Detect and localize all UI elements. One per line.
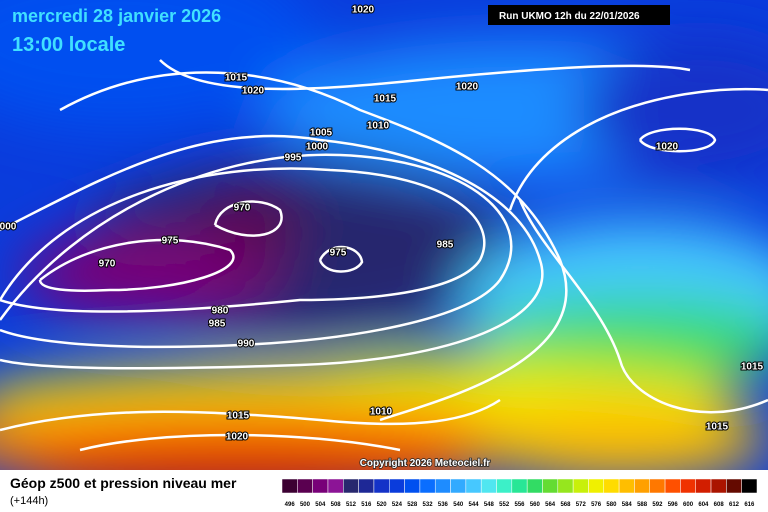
legend-label: 592	[652, 502, 663, 508]
legend-label: 520	[377, 502, 388, 508]
legend-label: 528	[407, 502, 418, 508]
legend-label: 512	[346, 502, 357, 508]
legend-label: 572	[576, 502, 587, 508]
isobar-label: 1000	[306, 142, 329, 153]
isobar-label: 1010	[370, 407, 393, 418]
isobar-label: 970	[99, 259, 116, 270]
legend-swatch	[465, 478, 482, 494]
legend-label: 612	[729, 502, 740, 508]
isobar-label: 1020	[242, 86, 265, 97]
legend-swatch	[327, 478, 344, 494]
isobar-labels: 1020 1015 1020 1015 1020 1010 1005 1000 995 1020 9…	[0, 4, 765, 444]
isobar-label: 1015	[374, 94, 397, 105]
copyright: Copyright 2026 Meteociel.fr	[360, 458, 491, 469]
legend-label: 552	[499, 502, 510, 508]
isobar-label: 975	[162, 236, 179, 247]
legend-swatch	[404, 478, 421, 494]
legend-label: 616	[744, 502, 755, 508]
run-box	[488, 5, 670, 25]
isobar-label: 990	[238, 339, 255, 350]
legend-swatch	[511, 478, 528, 494]
legend-swatch	[603, 478, 620, 494]
isobar-label: 1020	[456, 82, 479, 93]
legend-swatch	[634, 478, 650, 494]
legend-label: 608	[714, 502, 725, 508]
isobar-label: 985	[437, 240, 454, 251]
legend-swatch	[710, 478, 727, 494]
isobar-label: 1015	[225, 73, 248, 84]
legend-label: 560	[530, 502, 541, 508]
legend-label: 504	[315, 502, 326, 508]
legend-label: 604	[698, 502, 709, 508]
isobar-label: 000	[0, 222, 17, 233]
legend-swatch	[542, 478, 559, 494]
isobar-label: 1015	[227, 411, 250, 422]
legend-swatch	[496, 478, 513, 494]
legend-swatch	[389, 478, 405, 494]
map-time: 13:00 locale	[12, 34, 125, 56]
legend-label: 536	[438, 502, 449, 508]
legend-label: 584	[622, 502, 633, 508]
legend-swatch	[373, 478, 390, 494]
legend-swatch	[480, 478, 497, 494]
run-info: Run UKMO 12h du 22/01/2026	[499, 11, 640, 22]
legend-swatch	[419, 478, 436, 494]
legend-label: 544	[469, 502, 480, 508]
footer-title: Géop z500 et pression niveau mer	[10, 475, 237, 491]
legend-swatch	[557, 478, 574, 494]
legend-swatch	[434, 478, 451, 494]
legend-label: 576	[591, 502, 602, 508]
isobar-label: 985	[209, 319, 226, 330]
isobar-label: 1015	[706, 422, 729, 433]
isobar-label: 1020	[226, 432, 249, 443]
legend-label: 532	[423, 502, 434, 508]
isobar-label: 995	[285, 153, 302, 164]
isobar-label: 1005	[310, 128, 333, 139]
legend-label: 588	[637, 502, 648, 508]
isobar-label: 1010	[367, 121, 390, 132]
legend-label: 524	[392, 502, 403, 508]
legend-label: 496	[285, 502, 296, 508]
legend-swatch	[358, 478, 375, 494]
isobar-label: 1020	[352, 5, 375, 16]
legend-label: 600	[683, 502, 694, 508]
legend-swatch	[312, 478, 329, 494]
legend-label: 508	[331, 502, 342, 508]
legend-swatch	[649, 478, 666, 494]
map-date: mercredi 28 janvier 2026	[12, 6, 221, 26]
legend-swatch	[695, 478, 712, 494]
legend-swatch	[726, 478, 742, 494]
legend-label: 540	[453, 502, 464, 508]
legend-label: 568	[560, 502, 571, 508]
legend-label: 580	[606, 502, 617, 508]
legend-swatch	[588, 478, 605, 494]
legend-label: 564	[545, 502, 556, 508]
legend-swatch	[572, 478, 589, 494]
legend-label: 596	[668, 502, 679, 508]
isobar-label: 1020	[656, 142, 679, 153]
isobar-label: 980	[212, 306, 229, 317]
color-legend: 496 500 504 508 512 516 520 524 528 532 536 540 544 5…	[281, 478, 758, 508]
isobar-label: 1015	[741, 362, 764, 373]
isobar-label: 970	[234, 203, 251, 214]
legend-swatch	[680, 478, 696, 494]
legend-swatch	[618, 478, 635, 494]
isobar-label: 975	[330, 248, 347, 259]
legend-label: 556	[514, 502, 525, 508]
legend-swatch	[281, 478, 298, 494]
legend-swatch	[741, 478, 758, 494]
legend-label: 500	[300, 502, 311, 508]
legend-swatch	[343, 478, 359, 494]
footer-lead: (+144h)	[10, 495, 48, 507]
isobars	[0, 59, 768, 452]
legend-swatch	[664, 478, 681, 494]
legend-label: 516	[361, 502, 372, 508]
legend-swatch	[450, 478, 467, 494]
legend-swatch	[297, 478, 313, 494]
legend-label: 548	[484, 502, 495, 508]
legend-swatch	[526, 478, 543, 494]
